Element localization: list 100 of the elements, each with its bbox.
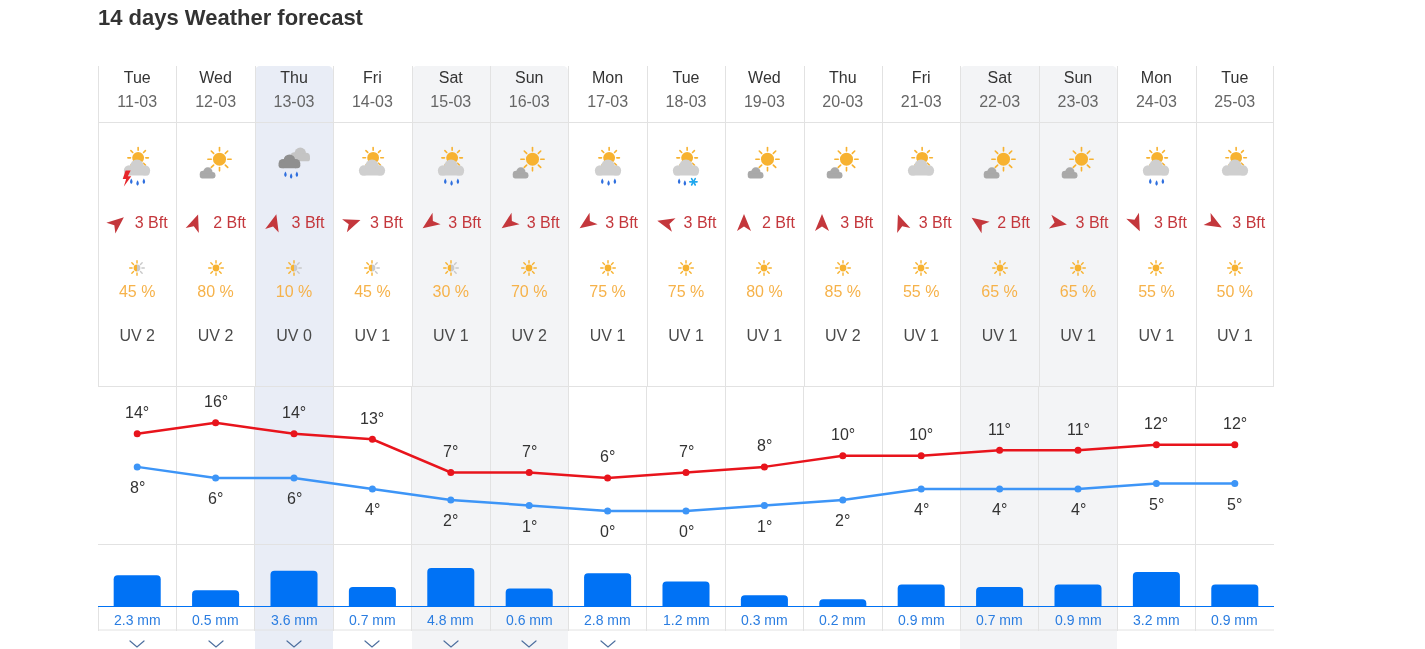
data-label: 4°: [914, 501, 930, 518]
data-label: 45 %: [354, 283, 391, 301]
data-label: UV 1: [746, 327, 783, 345]
category-label: Thu 20-03: [821, 68, 865, 112]
data-label: 3.2 mm: [1133, 612, 1180, 628]
data-label: 2.3 mm: [114, 612, 161, 628]
data-label: 55 %: [902, 283, 940, 301]
point: [525, 468, 533, 476]
data-label: 3 Bft: [291, 214, 325, 232]
data-label: 1°: [757, 518, 773, 535]
category-label: Mon 17-03: [586, 68, 630, 112]
data-label: 0°: [679, 523, 695, 540]
data-label: 10°: [831, 426, 856, 443]
point: [760, 501, 768, 509]
data-label: 0.2 mm: [819, 612, 866, 628]
data-label: 80 %: [746, 283, 783, 301]
data-label: 2°: [835, 512, 851, 529]
data-label: 2°: [443, 512, 459, 529]
point: [917, 485, 925, 493]
data-label: UV 2: [197, 327, 234, 345]
data-label: UV 1: [981, 327, 1018, 345]
data-label: 1.2 mm: [663, 612, 710, 628]
data-label: 3 Bft: [1232, 214, 1266, 232]
data-label: 7°: [522, 443, 538, 460]
category-label: Sun 23-03: [1056, 68, 1100, 112]
data-label: 2 Bft: [213, 214, 247, 232]
data-label: UV 1: [589, 327, 626, 345]
data-label: 3 Bft: [448, 214, 482, 232]
point: [447, 496, 455, 504]
data-label: 70 %: [510, 283, 548, 301]
point: [212, 474, 220, 482]
data-label: UV 2: [511, 327, 547, 345]
category-label: Tue 18-03: [664, 68, 708, 112]
category-label: Thu 13-03: [272, 68, 316, 112]
point: [996, 446, 1004, 454]
category-label: Wed 19-03: [742, 68, 786, 112]
data-label: 4°: [992, 501, 1008, 518]
point: [1152, 441, 1160, 449]
category-label: Tue 11-03: [116, 68, 159, 112]
data-label: 4°: [1071, 501, 1087, 518]
data-label: 6°: [287, 490, 303, 507]
data-label: 8°: [130, 479, 146, 496]
point: [604, 474, 612, 482]
point: [682, 507, 690, 515]
data-label: 3.6 mm: [271, 612, 318, 628]
point: [1231, 479, 1239, 487]
point: [525, 501, 533, 509]
data-label: 12°: [1144, 415, 1169, 432]
data-label: UV 1: [1138, 327, 1175, 345]
data-label: 0°: [600, 523, 616, 540]
data-label: 5°: [1149, 496, 1165, 513]
data-label: 45 %: [118, 283, 156, 301]
point: [133, 463, 141, 471]
category-label: Sun 16-03: [507, 68, 551, 112]
data-label: 3 Bft: [1075, 214, 1109, 232]
data-label: 85 %: [824, 283, 862, 301]
data-label: 2 Bft: [761, 214, 795, 232]
data-label: UV 1: [354, 327, 391, 345]
data-label: 0.9 mm: [898, 612, 945, 628]
category-label: Sat 22-03: [978, 68, 1022, 112]
data-label: UV 1: [433, 327, 469, 345]
data-label: 3 Bft: [369, 214, 403, 232]
data-label: 6°: [600, 448, 616, 465]
category-label: Fri 21-03: [899, 68, 943, 112]
data-label: 11°: [988, 421, 1012, 438]
data-label: UV 2: [825, 327, 861, 345]
text: 14 days Weather forecast: [98, 5, 363, 31]
data-label: 0.7 mm: [976, 612, 1023, 628]
data-label: 80 %: [197, 283, 234, 301]
data-label: UV 1: [1060, 327, 1096, 345]
data-label: 0.5 mm: [192, 612, 239, 628]
data-label: 4.8 mm: [427, 612, 474, 628]
data-label: 3 Bft: [683, 214, 717, 232]
data-label: 8°: [757, 437, 773, 454]
data-label: 10°: [909, 426, 934, 443]
point: [368, 435, 376, 443]
data-label: 14°: [125, 404, 150, 421]
point: [917, 452, 925, 460]
point: [1074, 446, 1082, 454]
data-label: 65 %: [981, 283, 1018, 301]
data-label: 0.7 mm: [349, 612, 396, 628]
point: [1231, 441, 1239, 449]
data-label: UV 2: [119, 327, 155, 345]
data-label: 7°: [443, 443, 459, 460]
category-label: Wed 12-03: [194, 68, 238, 112]
data-label: 2 Bft: [997, 214, 1031, 232]
data-label: 0.9 mm: [1055, 612, 1102, 628]
data-label: 55 %: [1138, 283, 1175, 301]
point: [839, 496, 847, 504]
point: [1074, 485, 1082, 493]
point: [212, 419, 220, 427]
data-label: 3 Bft: [526, 214, 560, 232]
data-label: 10 %: [275, 283, 313, 301]
point: [604, 507, 612, 515]
data-label: 12°: [1223, 415, 1248, 432]
category-label: Fri 14-03: [350, 68, 394, 112]
point: [447, 468, 455, 476]
data-label: 3 Bft: [840, 214, 874, 232]
point: [839, 452, 847, 460]
point: [290, 430, 298, 438]
